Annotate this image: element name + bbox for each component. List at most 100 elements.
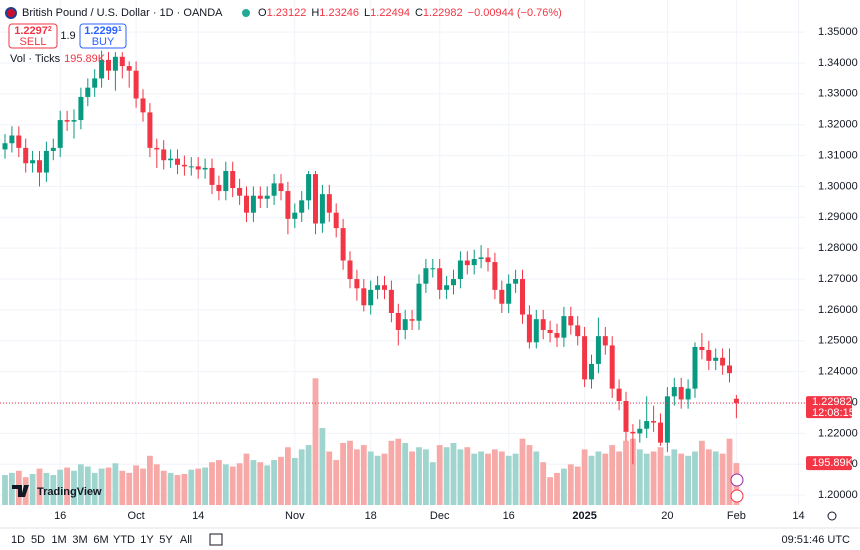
volume-bar [492, 449, 498, 505]
candle-body [533, 319, 539, 343]
event-icon[interactable] [730, 473, 744, 487]
calendar-icon[interactable] [209, 533, 223, 546]
candle-body [16, 135, 22, 148]
status-dot [242, 9, 250, 17]
candle-body [658, 422, 663, 443]
buy-label: BUY [92, 36, 115, 48]
volume-bar [519, 438, 526, 505]
range-button[interactable]: 1Y [140, 534, 154, 546]
volume-bar [643, 453, 650, 505]
symbol-title: British Pound / U.S. Dollar · 1D · OANDA [22, 7, 223, 19]
range-button[interactable]: YTD [113, 534, 135, 546]
volume-bar [140, 468, 146, 505]
candle-body [437, 268, 443, 290]
candle-body [147, 112, 153, 148]
candle-body [313, 174, 318, 224]
ohlc-key: O [258, 7, 267, 19]
volume-bar [547, 477, 553, 505]
candle-body [326, 194, 332, 213]
volume-legend: Vol · Ticks 195.89K [10, 53, 106, 65]
volume-bar [423, 449, 429, 505]
volume-bar [699, 440, 705, 505]
candle-body [271, 183, 277, 196]
volume-bar [167, 472, 174, 505]
candle-body [582, 336, 588, 380]
event-icon[interactable] [730, 489, 744, 503]
y-tick-label: 1.30000 [818, 180, 858, 192]
volume-bar [526, 445, 533, 505]
candle-body [126, 66, 132, 71]
candle-body [492, 262, 498, 290]
candle-body [699, 346, 705, 351]
range-button[interactable]: All [180, 534, 192, 546]
volume-bar [2, 475, 8, 505]
candle-body [85, 87, 91, 97]
candle-body [568, 316, 574, 326]
volume-bar [388, 440, 395, 505]
candle-body [478, 257, 484, 259]
volume-bar [657, 447, 664, 505]
volume-bar [498, 451, 505, 505]
volume-bar [623, 440, 629, 505]
range-button[interactable]: 5Y [159, 534, 173, 546]
volume-bar [50, 475, 57, 505]
candle-body [671, 387, 677, 397]
y-tick-label: 1.26000 [818, 304, 858, 316]
ohlc-value: 1.23122 [267, 7, 307, 19]
volume-bar [347, 440, 353, 505]
volume-bar [153, 464, 160, 505]
ohlc-change: −0.00944 (−0.76%) [468, 7, 562, 19]
candle-body [112, 56, 118, 71]
candle-body [195, 166, 201, 170]
settings-icon[interactable] [827, 511, 837, 521]
brand: TradingView [37, 486, 102, 498]
candle-body [616, 388, 622, 401]
range-button[interactable]: 5D [31, 534, 45, 546]
candle-body [285, 191, 291, 219]
volume-bar [616, 451, 622, 505]
x-tick-label: 20 [661, 510, 673, 522]
candle-body [333, 212, 339, 229]
ohlc-legend: O1.23122 H1.23246 L1.22494 C1.22982 −0.00944… [258, 7, 562, 19]
volume-bar [705, 449, 712, 505]
candle-body [43, 150, 49, 173]
ohlc-key: H [311, 7, 319, 19]
range-button[interactable]: 1M [51, 534, 66, 546]
range-button[interactable]: 3M [72, 534, 87, 546]
candle-body [554, 333, 560, 338]
y-tick-label: 1.29000 [818, 211, 858, 223]
volume-bar [436, 445, 443, 505]
candle-body [99, 59, 105, 79]
ohlc-value: 1.22982 [423, 7, 463, 19]
volume-bar [236, 463, 243, 505]
volume-bar [581, 449, 588, 505]
volume-bar [29, 473, 36, 505]
buy-button[interactable] [79, 23, 127, 49]
candle-body [368, 289, 374, 306]
volume-bar [450, 442, 457, 505]
candle-body [513, 279, 519, 284]
range-button[interactable]: 6M [93, 534, 108, 546]
candle-body [306, 174, 312, 201]
volume-bar [471, 453, 478, 505]
candle-body [257, 195, 263, 199]
candle-body [30, 160, 36, 164]
volume-bar [9, 472, 15, 505]
range-button[interactable]: 1D [11, 534, 25, 546]
volume-bar [78, 464, 84, 505]
candle-body [664, 396, 670, 443]
y-tick-label: 1.32000 [818, 119, 858, 131]
volume-bar [84, 466, 91, 505]
volume-bar [636, 449, 643, 505]
volume-bar [512, 453, 519, 505]
candle-body [720, 357, 726, 366]
volume-bar [195, 468, 202, 505]
volume-bar [554, 472, 560, 505]
sell-button[interactable] [8, 23, 58, 49]
y-tick-label: 1.27000 [818, 273, 858, 285]
candle-body [119, 56, 125, 67]
candle-body [140, 98, 146, 113]
volume-bar [319, 427, 326, 505]
candle-body [209, 167, 215, 185]
